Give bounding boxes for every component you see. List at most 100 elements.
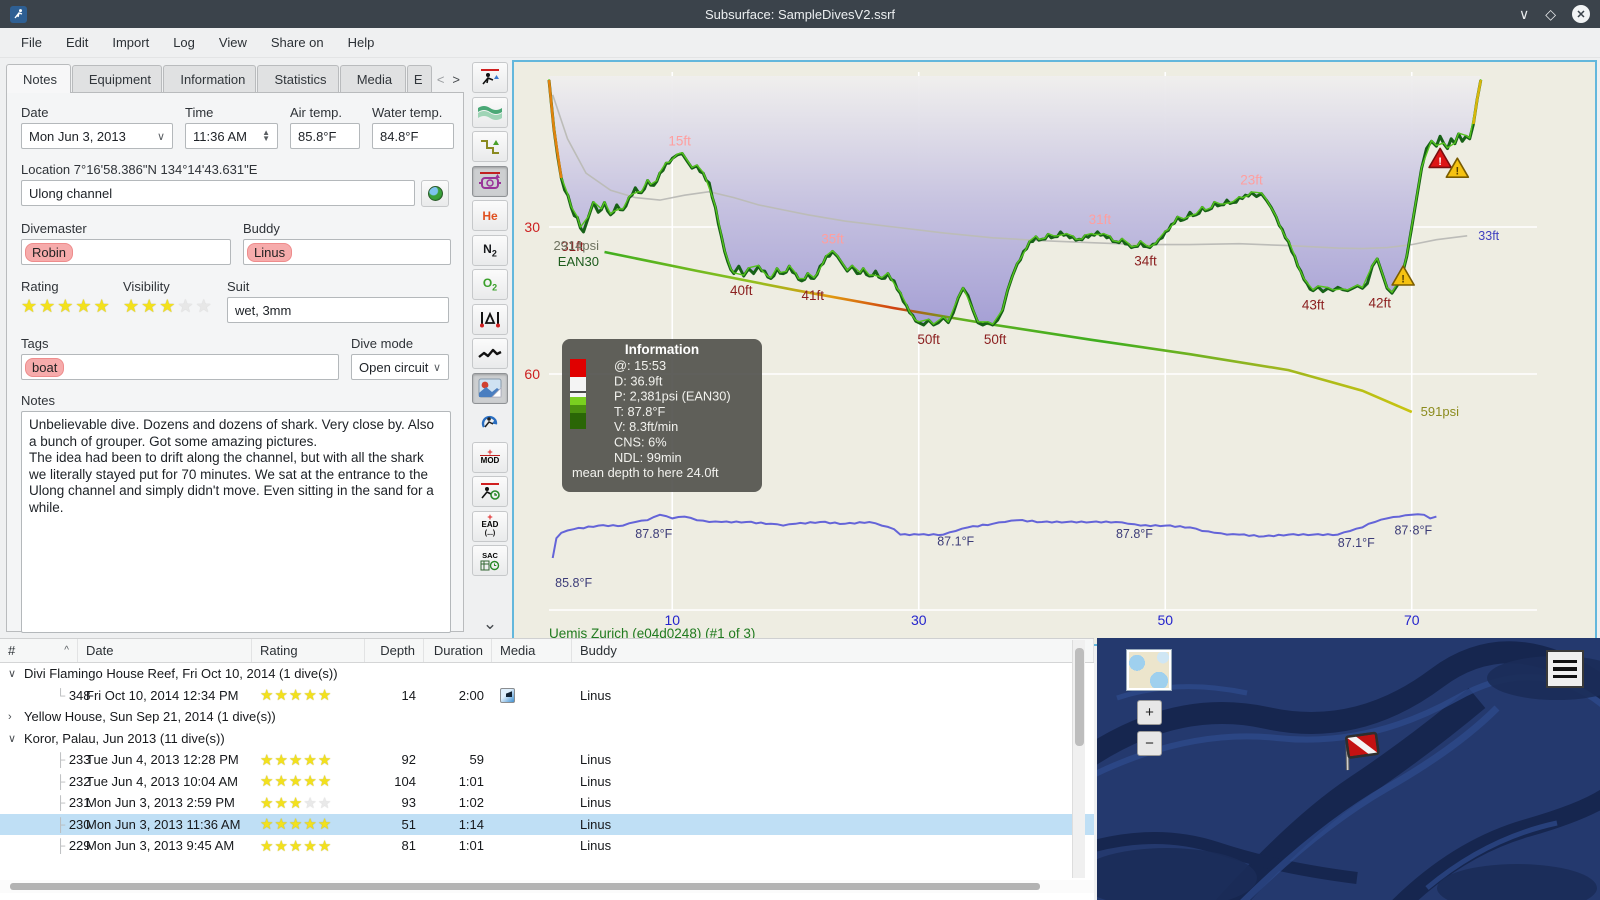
column-header-date[interactable]: Date bbox=[78, 639, 252, 662]
menu-item-log[interactable]: Log bbox=[173, 35, 195, 50]
close-icon[interactable]: ✕ bbox=[1572, 5, 1590, 23]
deco-time-button[interactable] bbox=[472, 476, 508, 507]
divemaster-input[interactable]: Robin bbox=[21, 239, 231, 265]
dive-row-348[interactable]: └ 348 Fri Oct 10, 2014 12:34 PM ★★★★★ 14 2:0… bbox=[0, 685, 1094, 707]
tags-input[interactable]: boat bbox=[21, 354, 339, 380]
column-header-buddy[interactable]: Buddy bbox=[572, 639, 1094, 662]
zoom-out-button[interactable]: − bbox=[1137, 731, 1162, 756]
scrollbar-thumb[interactable] bbox=[10, 883, 1040, 890]
ead-icon: + EAD (...) bbox=[481, 512, 499, 538]
expand-icon[interactable]: › bbox=[8, 710, 12, 723]
location-input[interactable]: Ulong channel bbox=[21, 180, 415, 206]
dc-ceiling-button[interactable] bbox=[472, 165, 508, 197]
rating-stars[interactable]: ★★★★★ bbox=[21, 297, 111, 315]
dive-list: # ^ Date Rating Depth Duration Media Buddy ∨ Div… bbox=[0, 638, 1094, 900]
oxygen-graph-button[interactable]: O2 bbox=[472, 269, 508, 300]
zoom-in-button[interactable]: + bbox=[1137, 700, 1162, 725]
trip-row[interactable]: ∨ Koror, Palau, Jun 2013 (11 dive(s)) bbox=[0, 728, 1094, 750]
menu-item-import[interactable]: Import bbox=[112, 35, 150, 50]
tab-equipment[interactable]: Equipment bbox=[71, 65, 163, 93]
map-overview-widget[interactable] bbox=[1126, 649, 1172, 691]
svg-text:31ft: 31ft bbox=[561, 239, 584, 254]
recalc-button[interactable] bbox=[472, 407, 508, 438]
tag-chip[interactable]: boat bbox=[25, 357, 65, 377]
date-label: Date bbox=[21, 105, 49, 120]
window-title: Subsurface: SampleDivesV2.ssrf bbox=[704, 6, 896, 22]
tab-e[interactable]: E bbox=[406, 65, 432, 93]
tab-scroll-left-icon[interactable]: < bbox=[436, 71, 445, 87]
buddy-input[interactable]: Linus bbox=[243, 239, 451, 265]
menu-item-edit[interactable]: Edit bbox=[65, 35, 89, 50]
delta-button[interactable] bbox=[472, 303, 508, 335]
helium-graph-button[interactable]: He bbox=[472, 200, 508, 231]
dive-list-horizontal-scrollbar[interactable] bbox=[0, 880, 1094, 893]
star-filled-icon: ★ bbox=[39, 296, 58, 316]
notes-textarea[interactable] bbox=[21, 411, 451, 633]
red-warning-icon[interactable] bbox=[1428, 147, 1452, 169]
collapse-icon[interactable]: ∨ bbox=[8, 732, 17, 745]
star-filled-icon: ★ bbox=[317, 751, 333, 769]
column-header-rating[interactable]: Rating bbox=[252, 639, 365, 662]
time-spinbox[interactable]: 11:36 AM ▲ ▼ bbox=[185, 123, 278, 149]
minimize-icon[interactable]: ∨ bbox=[1518, 5, 1530, 22]
maximize-icon[interactable]: ◇ bbox=[1545, 5, 1556, 22]
tab-notes[interactable]: Notes bbox=[6, 64, 71, 93]
menu-item-share-on[interactable]: Share on bbox=[270, 35, 324, 50]
profile-route-button[interactable] bbox=[472, 131, 508, 162]
menu-item-help[interactable]: Help bbox=[347, 35, 375, 50]
tab-media[interactable]: Media bbox=[339, 65, 406, 93]
divemaster-chip[interactable]: Robin bbox=[25, 242, 73, 262]
heartrate-button[interactable] bbox=[472, 338, 508, 369]
column-header-depth[interactable]: Depth bbox=[365, 639, 424, 662]
dive-site-flag-marker[interactable] bbox=[1335, 726, 1387, 779]
dive-duration: 1:01 bbox=[458, 838, 484, 854]
star-filled-icon: ★ bbox=[260, 816, 275, 834]
ead-button[interactable]: + EAD (...) bbox=[472, 510, 508, 542]
media-icon[interactable] bbox=[500, 688, 515, 704]
collapse-icon[interactable]: ∨ bbox=[8, 668, 17, 681]
buddy-chip[interactable]: Linus bbox=[247, 242, 293, 262]
divemode-combobox[interactable]: Open circuit ∨ bbox=[351, 354, 449, 380]
show-photos-button[interactable] bbox=[472, 372, 508, 404]
dive-row-230[interactable]: ├ 230 Mon Jun 3, 2013 11:36 AM ★★★★★ 51 1:14… bbox=[0, 813, 1094, 835]
watertemp-field[interactable]: 84.8°F bbox=[372, 123, 454, 149]
star-filled-icon: ★ bbox=[274, 751, 289, 769]
yellow-warning-icon[interactable] bbox=[1391, 265, 1415, 286]
suit-input[interactable]: wet, 3mm bbox=[227, 297, 449, 323]
spinner-arrows-icon[interactable]: ▲ ▼ bbox=[262, 128, 270, 143]
waves-button[interactable] bbox=[472, 96, 508, 128]
globe-button[interactable] bbox=[421, 180, 449, 207]
svg-text:Information: Information bbox=[625, 342, 699, 357]
trip-row[interactable]: › Yellow House, Sun Sep 21, 2014 (1 dive(… bbox=[0, 706, 1094, 728]
airtemp-field[interactable]: 85.8°F bbox=[290, 123, 360, 149]
menu-item-file[interactable]: File bbox=[21, 35, 42, 50]
column-header-duration[interactable]: Duration bbox=[424, 639, 492, 662]
dive-row-232[interactable]: ├ 232 Tue Jun 4, 2013 10:04 AM ★★★★★ 104 1:0… bbox=[0, 771, 1094, 793]
dive-list-vertical-scrollbar[interactable] bbox=[1072, 640, 1085, 878]
collapse-toolbar-button[interactable]: ⌄ bbox=[482, 614, 498, 633]
yellow-warning-icon[interactable] bbox=[1445, 157, 1470, 178]
tab-scroll-right-icon[interactable]: > bbox=[452, 71, 460, 87]
column-header-num[interactable]: # ^ bbox=[0, 639, 78, 662]
date-combobox[interactable]: Mon Jun 3, 2013 ∨ bbox=[21, 123, 173, 149]
column-header-media[interactable]: Media bbox=[492, 639, 572, 662]
tab-statistics[interactable]: Statistics bbox=[257, 65, 339, 93]
mod-button[interactable]: + MOD bbox=[472, 441, 508, 473]
minus-icon: − bbox=[1145, 735, 1154, 752]
dive-profile-chart[interactable]: 85.8°F 87.8°F 87.1°F 87.8°F 87.1°F 87·8°F 15ft… bbox=[512, 60, 1597, 646]
dive-row-233[interactable]: ├ 233 Tue Jun 4, 2013 12:28 PM ★★★★★ 92 59 Li… bbox=[0, 749, 1094, 771]
dive-mode-button[interactable] bbox=[472, 62, 508, 93]
dive-site-map[interactable]: + − bbox=[1097, 638, 1600, 900]
tab-information[interactable]: Information bbox=[163, 65, 257, 93]
trip-row[interactable]: ∨ Divi Flamingo House Reef, Fri Oct 10, 2… bbox=[0, 663, 1094, 685]
sac-button[interactable]: SAC bbox=[472, 545, 508, 576]
dive-row-229[interactable]: ├ 229 Mon Jun 3, 2013 9:45 AM ★★★★★ 81 1:01 L… bbox=[0, 835, 1094, 857]
dive-row-231[interactable]: ├ 231 Mon Jun 3, 2013 2:59 PM ★★★★★ 93 1:02 L… bbox=[0, 792, 1094, 814]
scrollbar-thumb[interactable] bbox=[1075, 648, 1084, 746]
visibility-stars[interactable]: ★★★★★ bbox=[123, 297, 215, 315]
location-value: Ulong channel bbox=[29, 185, 113, 201]
map-menu-button[interactable] bbox=[1546, 650, 1584, 688]
nitrogen-graph-button[interactable]: N2 bbox=[472, 234, 508, 266]
menu-item-view[interactable]: View bbox=[218, 35, 247, 50]
dive-buddy: Linus bbox=[580, 752, 612, 768]
